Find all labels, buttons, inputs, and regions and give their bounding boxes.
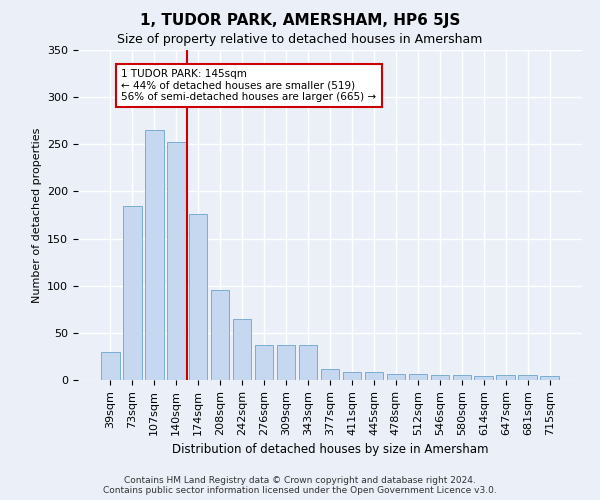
Bar	[123, 206, 142, 380]
Bar	[452, 376, 471, 380]
Bar	[475, 376, 493, 380]
Bar	[189, 214, 208, 380]
Bar	[101, 352, 119, 380]
Text: Contains HM Land Registry data © Crown copyright and database right 2024.
Contai: Contains HM Land Registry data © Crown c…	[103, 476, 497, 495]
Bar	[277, 345, 295, 380]
Bar	[496, 376, 515, 380]
Bar	[145, 130, 164, 380]
Bar	[233, 318, 251, 380]
Bar	[343, 372, 361, 380]
Text: 1 TUDOR PARK: 145sqm
← 44% of detached houses are smaller (519)
56% of semi-deta: 1 TUDOR PARK: 145sqm ← 44% of detached h…	[121, 69, 376, 102]
Bar	[386, 374, 405, 380]
Bar	[255, 345, 274, 380]
Bar	[167, 142, 185, 380]
Bar	[409, 374, 427, 380]
X-axis label: Distribution of detached houses by size in Amersham: Distribution of detached houses by size …	[172, 443, 488, 456]
Bar	[541, 376, 559, 380]
Bar	[431, 376, 449, 380]
Bar	[320, 368, 340, 380]
Y-axis label: Number of detached properties: Number of detached properties	[32, 128, 41, 302]
Bar	[518, 376, 537, 380]
Bar	[211, 290, 229, 380]
Text: Size of property relative to detached houses in Amersham: Size of property relative to detached ho…	[118, 32, 482, 46]
Text: 1, TUDOR PARK, AMERSHAM, HP6 5JS: 1, TUDOR PARK, AMERSHAM, HP6 5JS	[140, 12, 460, 28]
Bar	[365, 372, 383, 380]
Bar	[299, 345, 317, 380]
